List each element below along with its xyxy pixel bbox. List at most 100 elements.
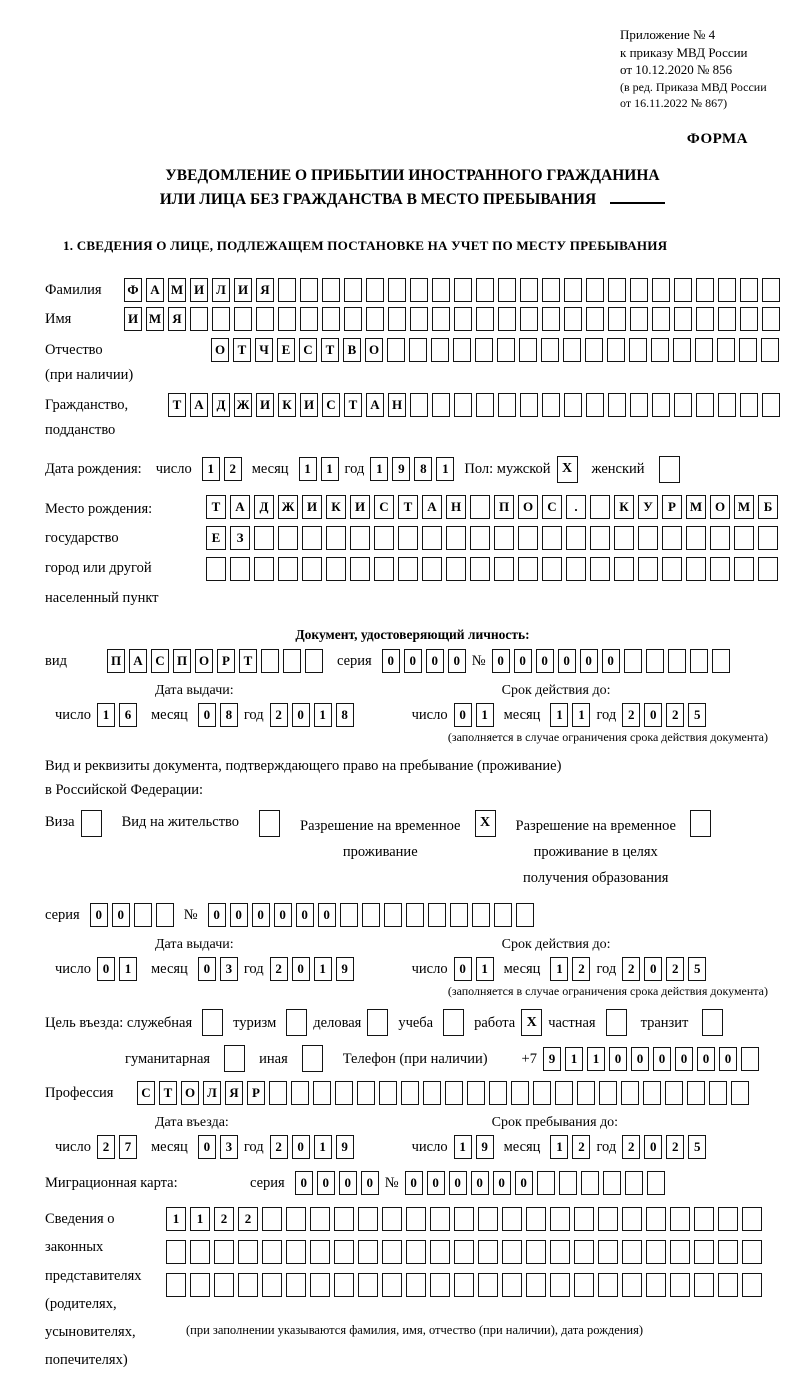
purpose-business-checkbox[interactable] [367,1009,389,1037]
form-cell[interactable] [563,338,581,363]
form-cell[interactable]: 1 [298,457,317,482]
form-cell[interactable] [278,556,298,581]
form-cell[interactable] [710,525,730,550]
form-cell[interactable] [286,1240,306,1265]
form-cell[interactable]: О [181,1081,199,1106]
form-cell[interactable] [670,1240,690,1265]
form-cell[interactable]: 5 [688,1135,707,1160]
form-cell[interactable]: 0 [644,1135,663,1160]
form-cell[interactable]: А [366,392,384,417]
form-cell[interactable] [586,307,604,332]
form-cell[interactable] [430,1273,450,1298]
form-cell[interactable]: 1 [550,957,569,982]
form-cell[interactable] [310,1207,330,1232]
form-cell[interactable] [541,338,559,363]
form-cell[interactable]: Я [256,278,274,303]
form-cell[interactable]: 1 [313,703,332,728]
form-cell[interactable]: 1 [564,1046,583,1071]
form-cell[interactable]: 0 [197,957,216,982]
form-cell[interactable] [262,1240,282,1265]
form-cell[interactable] [256,307,274,332]
form-cell[interactable] [286,1207,306,1232]
form-cell[interactable] [651,338,669,363]
form-cell[interactable] [467,1081,485,1106]
form-cell[interactable] [449,903,468,928]
form-cell[interactable]: С [322,392,340,417]
form-cell[interactable] [432,278,450,303]
form-cell[interactable] [542,307,560,332]
form-cell[interactable]: 0 [492,1171,511,1196]
form-cell[interactable]: Р [662,494,682,519]
form-cell[interactable] [238,1240,258,1265]
form-cell[interactable] [564,392,582,417]
form-cell[interactable] [555,1081,573,1106]
form-cell[interactable]: 0 [316,1171,335,1196]
form-cell[interactable] [326,556,346,581]
form-cell[interactable] [190,307,208,332]
form-cell[interactable] [405,903,424,928]
form-cell[interactable] [718,1240,738,1265]
form-cell[interactable] [334,1207,354,1232]
form-cell[interactable]: И [302,494,322,519]
form-cell[interactable] [622,1273,642,1298]
form-cell[interactable] [758,525,778,550]
form-cell[interactable]: 1 [370,457,389,482]
form-cell[interactable]: 0 [453,957,472,982]
form-cell[interactable] [401,1081,419,1106]
form-cell[interactable] [558,1171,577,1196]
form-cell[interactable] [645,649,664,674]
form-cell[interactable]: А [190,392,208,417]
form-cell[interactable] [190,1240,210,1265]
residence-permit-checkbox[interactable] [259,809,281,837]
form-cell[interactable] [739,338,757,363]
form-cell[interactable] [366,307,384,332]
form-cell[interactable]: 1 [572,703,591,728]
form-cell[interactable]: О [518,494,538,519]
form-cell[interactable]: 0 [608,1046,627,1071]
form-cell[interactable]: П [494,494,514,519]
form-cell[interactable] [665,1081,683,1106]
form-cell[interactable] [344,307,362,332]
form-cell[interactable] [542,556,562,581]
form-cell[interactable] [339,903,358,928]
form-cell[interactable] [445,1081,463,1106]
form-cell[interactable] [432,392,450,417]
form-cell[interactable]: Ж [278,494,298,519]
form-cell[interactable]: Л [203,1081,221,1106]
form-cell[interactable] [502,1207,522,1232]
form-cell[interactable] [498,307,516,332]
form-cell[interactable] [454,278,472,303]
form-cell[interactable]: 1 [475,703,494,728]
form-cell[interactable]: 0 [674,1046,693,1071]
form-cell[interactable] [585,338,603,363]
form-cell[interactable] [470,556,490,581]
form-cell[interactable] [599,1081,617,1106]
form-cell[interactable] [422,525,442,550]
form-cell[interactable] [326,525,346,550]
purpose-humanitarian-checkbox[interactable] [224,1045,246,1073]
form-cell[interactable] [734,556,754,581]
form-cell[interactable] [652,307,670,332]
form-cell[interactable] [586,278,604,303]
form-cell[interactable] [598,1273,618,1298]
form-cell[interactable]: 0 [601,649,620,674]
form-cell[interactable]: 0 [338,1171,357,1196]
form-cell[interactable]: Я [168,307,186,332]
form-cell[interactable] [382,1207,402,1232]
form-cell[interactable]: Л [212,278,230,303]
form-cell[interactable] [536,1171,555,1196]
form-cell[interactable]: 0 [513,649,532,674]
form-cell[interactable]: 0 [470,1171,489,1196]
form-cell[interactable]: Я [225,1081,243,1106]
form-cell[interactable] [662,525,682,550]
form-cell[interactable] [518,556,538,581]
form-cell[interactable] [278,278,296,303]
purpose-work-checkbox[interactable]: X [521,1009,543,1037]
form-cell[interactable] [590,556,610,581]
form-cell[interactable] [350,525,370,550]
form-cell[interactable]: 1 [586,1046,605,1071]
form-cell[interactable]: 0 [89,903,108,928]
form-cell[interactable] [155,903,174,928]
form-cell[interactable]: 1 [453,1135,472,1160]
form-cell[interactable] [190,1273,210,1298]
